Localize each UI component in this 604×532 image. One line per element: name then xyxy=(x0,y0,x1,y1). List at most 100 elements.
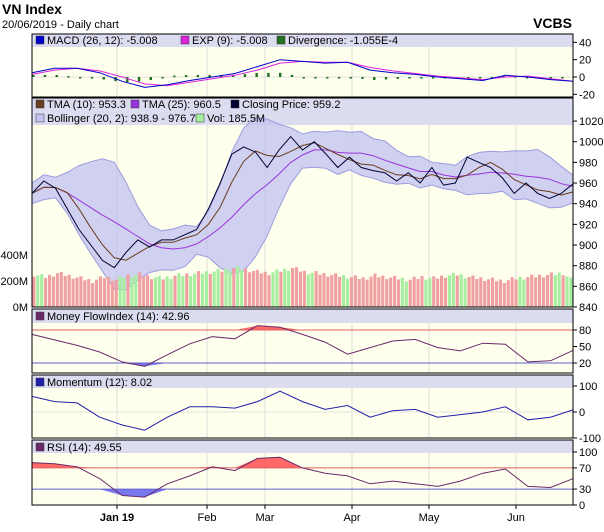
chart-title: VN Index xyxy=(2,1,62,17)
mfi-swatch-0 xyxy=(35,311,45,321)
volume-bar xyxy=(389,277,393,307)
y-tick-label: 100 xyxy=(579,447,597,459)
volume-bar xyxy=(404,281,408,307)
mfi-legend-0: Money FlowIndex (14): 42.96 xyxy=(47,311,189,323)
volume-bar xyxy=(228,270,232,307)
x-tick-label: Mar xyxy=(256,512,275,524)
price-swatch-2 xyxy=(230,99,240,109)
volume-bar xyxy=(110,280,114,307)
tma10-line xyxy=(31,142,574,261)
volume-bar xyxy=(102,278,106,307)
panel-frame xyxy=(31,374,574,439)
volume-bar xyxy=(396,279,401,307)
y-tick-label: 880 xyxy=(579,261,597,273)
divergence-bar xyxy=(396,77,399,79)
rsi-swatch-0 xyxy=(35,442,45,452)
x-tick-label: Jan 19 xyxy=(100,512,134,524)
momentum-line xyxy=(31,390,574,431)
divergence-bar xyxy=(408,77,411,79)
volume-bar xyxy=(287,270,291,307)
volume-bar xyxy=(298,271,302,307)
volume-bar xyxy=(357,279,361,307)
volume-bar xyxy=(447,275,451,307)
divergence-bar xyxy=(420,77,423,79)
divergence-bar xyxy=(549,77,552,79)
x-tick-label: Feb xyxy=(198,512,217,524)
volume-bar xyxy=(134,274,138,307)
divergence-bar xyxy=(208,74,211,77)
rsi-legend-0: RSI (14): 49.55 xyxy=(47,442,122,454)
macd-swatch-0 xyxy=(35,35,45,45)
volume-bar xyxy=(338,276,342,307)
y-tick-label: 920 xyxy=(579,219,597,231)
divergence-bar xyxy=(467,77,470,79)
momentum-legend-0: Momentum (12): 8.02 xyxy=(47,377,152,389)
volume-bar xyxy=(443,277,448,307)
volume-bar xyxy=(463,278,467,307)
volume-bar xyxy=(63,275,67,307)
oversold-fill xyxy=(32,489,573,498)
volume-bar xyxy=(451,272,455,307)
volume-bar xyxy=(126,274,130,307)
divergence-bar xyxy=(255,73,258,77)
y-tick-label: 940 xyxy=(579,199,597,211)
volume-bar xyxy=(479,277,483,307)
volume-bar xyxy=(40,274,44,307)
volume-bar xyxy=(181,275,185,307)
volume-bar xyxy=(157,275,161,307)
volume-tick-label: 200M xyxy=(0,276,28,288)
volume-bar xyxy=(138,272,142,307)
y-tick-label: 960 xyxy=(579,178,597,190)
macd-swatch-2 xyxy=(276,35,286,45)
volume-bar xyxy=(251,271,255,307)
volume-bar xyxy=(47,274,52,307)
volume-bar xyxy=(459,274,463,307)
panel-frame xyxy=(31,33,574,98)
volume-bar xyxy=(565,276,569,307)
volume-bar xyxy=(494,281,499,307)
volume-bar xyxy=(165,276,169,307)
volume-bar xyxy=(412,276,416,307)
volume-bar xyxy=(212,271,216,307)
volume-bar xyxy=(428,277,432,307)
volume-bar xyxy=(487,279,491,307)
volume-bar xyxy=(424,279,428,307)
volume-bar xyxy=(392,275,397,307)
volume-bar xyxy=(514,279,518,307)
price-legend-2: Closing Price: 959.2 xyxy=(242,99,340,111)
y-tick-label: 0 xyxy=(579,72,585,84)
volume-bar xyxy=(342,275,346,307)
volume-bar xyxy=(291,268,295,307)
volume-bar xyxy=(306,274,310,307)
divergence-bar xyxy=(67,76,70,78)
volume-bar xyxy=(518,276,522,307)
volume-bar xyxy=(32,276,36,307)
volume-bar xyxy=(302,270,306,307)
divergence-bar xyxy=(361,77,364,79)
volume-bar xyxy=(67,274,71,307)
y-tick-label: -100 xyxy=(579,433,601,445)
y-tick-label: 70 xyxy=(579,463,591,475)
divergence-bar xyxy=(290,74,294,77)
x-tick-label: Apr xyxy=(343,512,360,524)
volume-bar xyxy=(279,271,283,307)
volume-bar xyxy=(118,276,122,307)
rsi-legend-band xyxy=(32,440,573,453)
divergence-bar xyxy=(32,74,35,77)
volume-bar xyxy=(185,273,189,307)
mfi-legend-band xyxy=(32,309,573,323)
price2-swatch-1 xyxy=(195,113,205,123)
volume-bar xyxy=(75,277,79,307)
volume-bar xyxy=(79,276,83,307)
macd-swatch-1 xyxy=(180,35,190,45)
divergence-bar xyxy=(373,77,376,80)
divergence-bar xyxy=(490,76,494,79)
volume-bar xyxy=(365,279,369,307)
price2-swatch-0 xyxy=(35,113,45,123)
divergence-bar xyxy=(431,77,435,79)
price2-legend-1: Vol: 185.5M xyxy=(207,113,265,125)
price-swatch-0 xyxy=(35,99,45,109)
divergence-bar xyxy=(184,75,188,77)
divergence-bar xyxy=(326,77,329,79)
volume-bar xyxy=(208,273,212,307)
